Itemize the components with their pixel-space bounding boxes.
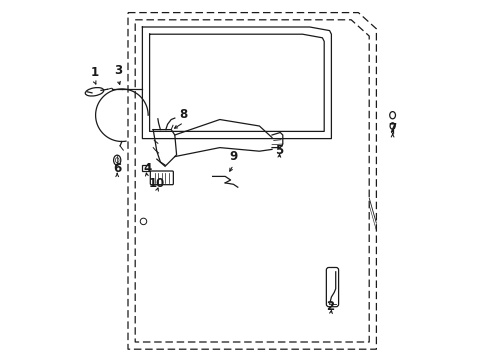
Text: 7: 7	[389, 122, 397, 135]
Text: 9: 9	[229, 150, 238, 163]
Text: 1: 1	[91, 66, 98, 79]
Text: 5: 5	[275, 144, 283, 157]
Text: 8: 8	[180, 108, 188, 121]
Text: 10: 10	[148, 177, 165, 190]
Text: 3: 3	[114, 64, 122, 77]
Text: 2: 2	[327, 300, 335, 313]
Text: 4: 4	[143, 162, 151, 175]
Text: 6: 6	[113, 162, 122, 175]
Bar	[143, 165, 149, 171]
